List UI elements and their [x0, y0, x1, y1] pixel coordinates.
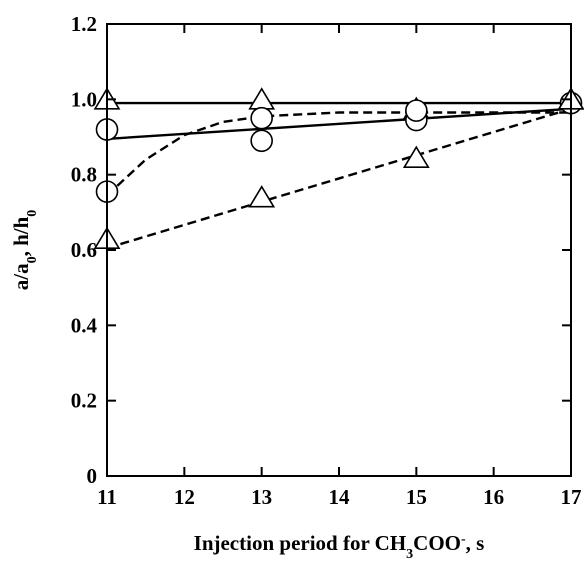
series-lines	[106, 101, 572, 250]
tick-labels: 11 12 13 14 15 16 17 0 0.2 0.4 0.6 0.8 1.0 1.2	[71, 12, 582, 509]
plot-frame	[106, 23, 572, 477]
y-tick-label: 0.4	[71, 313, 98, 337]
y-tick-label: 0.2	[71, 389, 97, 413]
y-tick-label: 0.6	[71, 238, 97, 262]
marker-circle	[250, 106, 273, 130]
x-axis-label: Injection period for CH3COO-, s	[194, 531, 485, 561]
x-tick-label: 12	[174, 485, 195, 509]
x-tick-label: 13	[251, 485, 272, 509]
marker-circle	[405, 99, 428, 122]
x-tick-label: 15	[406, 485, 427, 509]
y-axis-label: a/a0, h/h0	[9, 210, 40, 291]
axis-ticks	[106, 23, 572, 477]
y-tick-label: 1.0	[71, 87, 97, 111]
x-tick-label: 11	[97, 485, 117, 509]
marker-circle	[250, 129, 273, 153]
series-line-4	[106, 107, 572, 250]
marker-triangle	[248, 87, 276, 110]
x-tick-label: 17	[561, 485, 582, 509]
y-tick-label: 1.2	[71, 12, 97, 36]
x-tick-label: 14	[329, 485, 351, 509]
marker-triangle	[248, 185, 276, 208]
y-tick-label: 0	[87, 464, 98, 488]
x-tick-label: 16	[483, 485, 504, 509]
marker-triangle	[402, 145, 430, 168]
y-tick-label: 0.8	[71, 163, 97, 187]
series-line-3	[106, 111, 571, 197]
